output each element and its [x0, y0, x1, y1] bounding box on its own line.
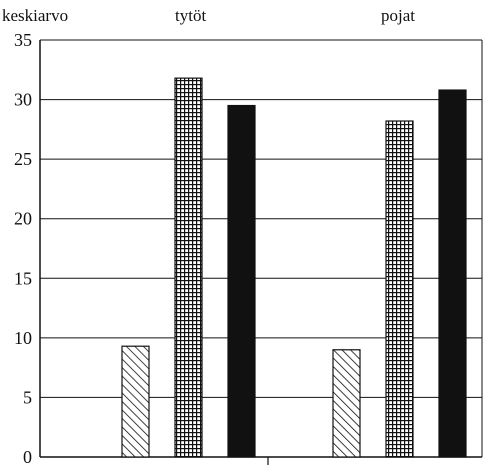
category-label-tytot: tytöt — [175, 6, 206, 25]
y-tick-label-10: 10 — [14, 328, 32, 348]
y-tick-label-35: 35 — [14, 30, 32, 50]
y-tick-label-20: 20 — [14, 209, 32, 229]
bar-tytot-solid — [227, 104, 256, 458]
category-label-pojat: pojat — [381, 6, 415, 25]
bar-pojat-crosshatch-grid — [385, 120, 414, 458]
y-tick-label-15: 15 — [14, 268, 32, 288]
y-tick-label-0: 0 — [23, 447, 32, 466]
y-tick-label-5: 5 — [23, 387, 32, 407]
gridlines — [40, 39, 482, 398]
bar-pojat-diagonal-hatch — [332, 349, 361, 458]
bar-tytot-diagonal-hatch — [121, 345, 150, 458]
axes — [39, 40, 483, 465]
bars — [121, 77, 467, 458]
bar-pojat-solid — [438, 89, 467, 458]
y-tick-label-25: 25 — [14, 149, 32, 169]
bar-tytot-crosshatch-grid — [174, 77, 203, 458]
y-axis-label: keskiarvo — [2, 6, 68, 25]
y-tick-labels: 0 5 10 15 20 25 30 35 — [14, 30, 32, 466]
y-tick-label-30: 30 — [14, 90, 32, 110]
